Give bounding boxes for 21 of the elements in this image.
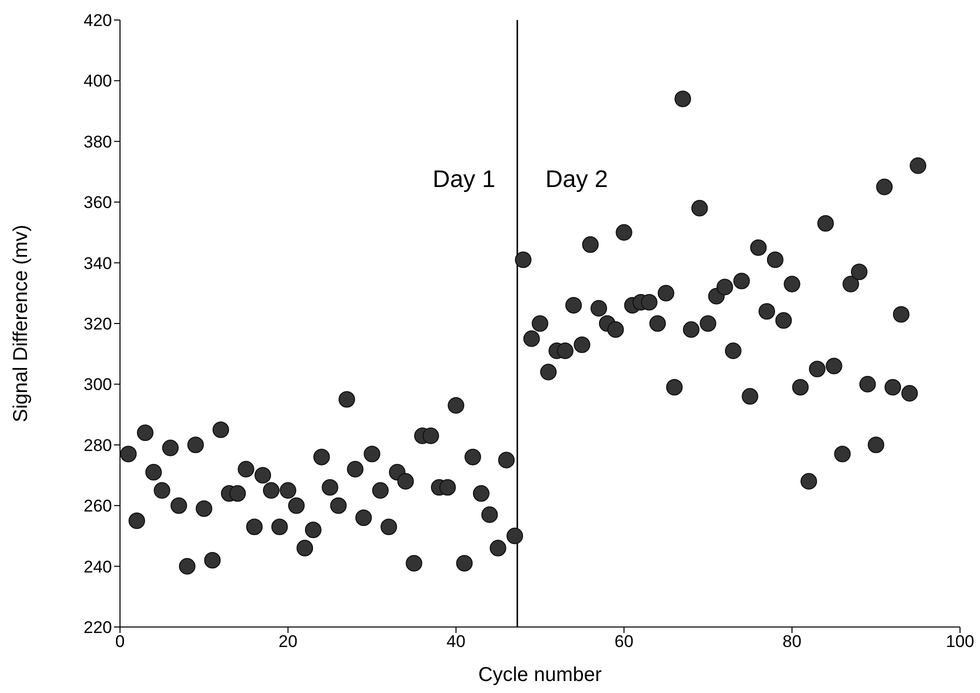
y-tick-label: 420 xyxy=(84,11,112,30)
x-tick-label: 0 xyxy=(115,632,125,652)
annotation: Day 2 xyxy=(545,166,608,193)
x-axis-title: Cycle number xyxy=(478,664,602,686)
annotation: Day 1 xyxy=(432,166,496,193)
y-tick-label: 320 xyxy=(84,314,112,334)
y-tick-label: 220 xyxy=(84,618,112,638)
x-tick-label: 60 xyxy=(614,632,634,652)
y-tick-label: 380 xyxy=(84,132,112,152)
x-tick-label: 20 xyxy=(278,632,298,652)
y-tick-label: 280 xyxy=(84,436,112,455)
x-tick-label: 40 xyxy=(446,632,466,652)
y-tick-label: 400 xyxy=(84,72,112,91)
x-tick-label: 80 xyxy=(782,632,802,652)
y-tick-label: 260 xyxy=(84,496,112,516)
y-tick-label: 240 xyxy=(84,557,112,576)
y-tick-label: 360 xyxy=(84,193,112,212)
y-tick-label: 340 xyxy=(84,254,112,273)
y-axis-title: Signal Difference (mv) xyxy=(10,224,32,422)
x-tick-label: 100 xyxy=(946,632,974,652)
y-tick-label: 300 xyxy=(84,375,112,394)
